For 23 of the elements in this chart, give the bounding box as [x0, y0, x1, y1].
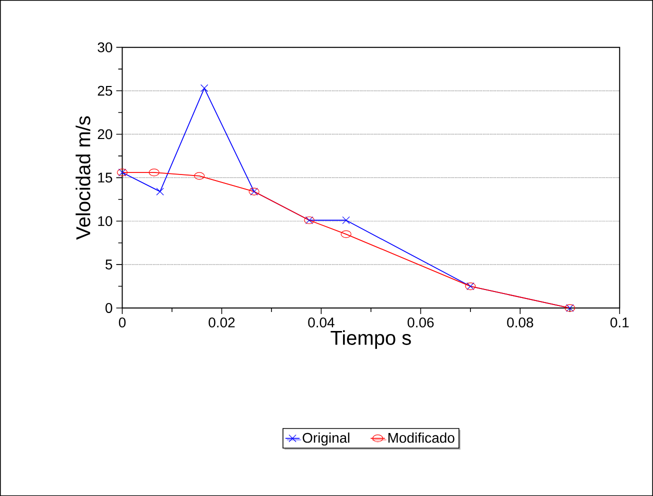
x-tick-label: 0 [118, 317, 126, 328]
x-tick-label: 0.06 [408, 317, 434, 328]
point [340, 230, 352, 238]
x-tick-label: 0.02 [208, 317, 235, 328]
x-tick-label: 0.04 [308, 317, 334, 328]
y-tick-label: 10 [98, 216, 112, 226]
x-tick-label: 0.08 [507, 317, 534, 328]
point [156, 188, 164, 196]
y-axis-title: Velocidad m/s [76, 116, 90, 240]
x-axis-title: Tiempo s [330, 330, 411, 349]
point [200, 84, 208, 92]
point [342, 216, 350, 224]
point [148, 168, 160, 176]
y-tick-label: 15 [98, 172, 112, 182]
point [194, 172, 205, 180]
y-tick-label: 20 [98, 129, 112, 140]
y-tick-label: 0 [106, 302, 112, 313]
y-tick-label: 30 [98, 42, 112, 52]
y-tick-label: 5 [106, 260, 112, 270]
legend-label: Original [302, 432, 350, 446]
y-tick-label: 25 [98, 86, 112, 96]
x-tick-label: 0.1 [610, 317, 629, 328]
legend-label: Modificado [388, 432, 454, 443]
